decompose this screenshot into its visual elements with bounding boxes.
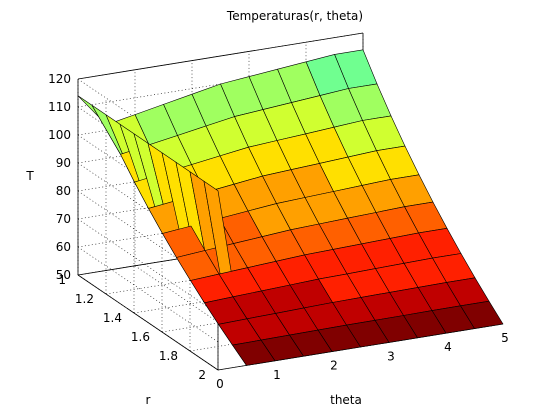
z-tick-label: 120 [48,72,71,86]
axis-box-edge [77,32,364,80]
z-tick-label: 50 [56,268,71,282]
y-tick-label: 1.8 [159,349,178,363]
y-tick-label: 1.2 [75,292,94,306]
z-tick-label: 100 [48,128,71,142]
y-tick-label: 2 [198,368,206,382]
z-tick-label: 70 [56,212,71,226]
surface-patch [232,339,276,366]
y-tick-label: 1.4 [103,311,122,325]
y-tick-label: 1.6 [131,330,150,344]
z-tick-label: 60 [56,240,71,254]
tick-labels: 0 1 2 3 4 5 1 1.2 1.4 1.6 1.8 2 50 60 70 80 90 100 110 120 [48,72,509,391]
z-axis-label: T [25,169,34,183]
x-tick-label: 4 [444,340,452,354]
chart-title: Temperaturas(r, theta) [226,9,363,23]
x-tick-label: 1 [273,368,281,382]
x-axis-label: theta [330,393,362,407]
y-axis-label: r [146,393,151,407]
y-tick-label: 1 [58,273,66,287]
grid-line [77,246,219,343]
x-tick-label: 0 [216,377,224,391]
z-tick-label: 110 [48,100,71,114]
surface-layer [77,49,504,366]
z-tick-label: 90 [56,156,71,170]
x-tick-label: 2 [330,359,338,373]
axis-box-edge [77,274,219,371]
z-tick-label: 80 [56,184,71,198]
x-tick-label: 3 [387,349,395,363]
grid-line [77,218,219,315]
x-tick-label: 5 [501,331,509,345]
